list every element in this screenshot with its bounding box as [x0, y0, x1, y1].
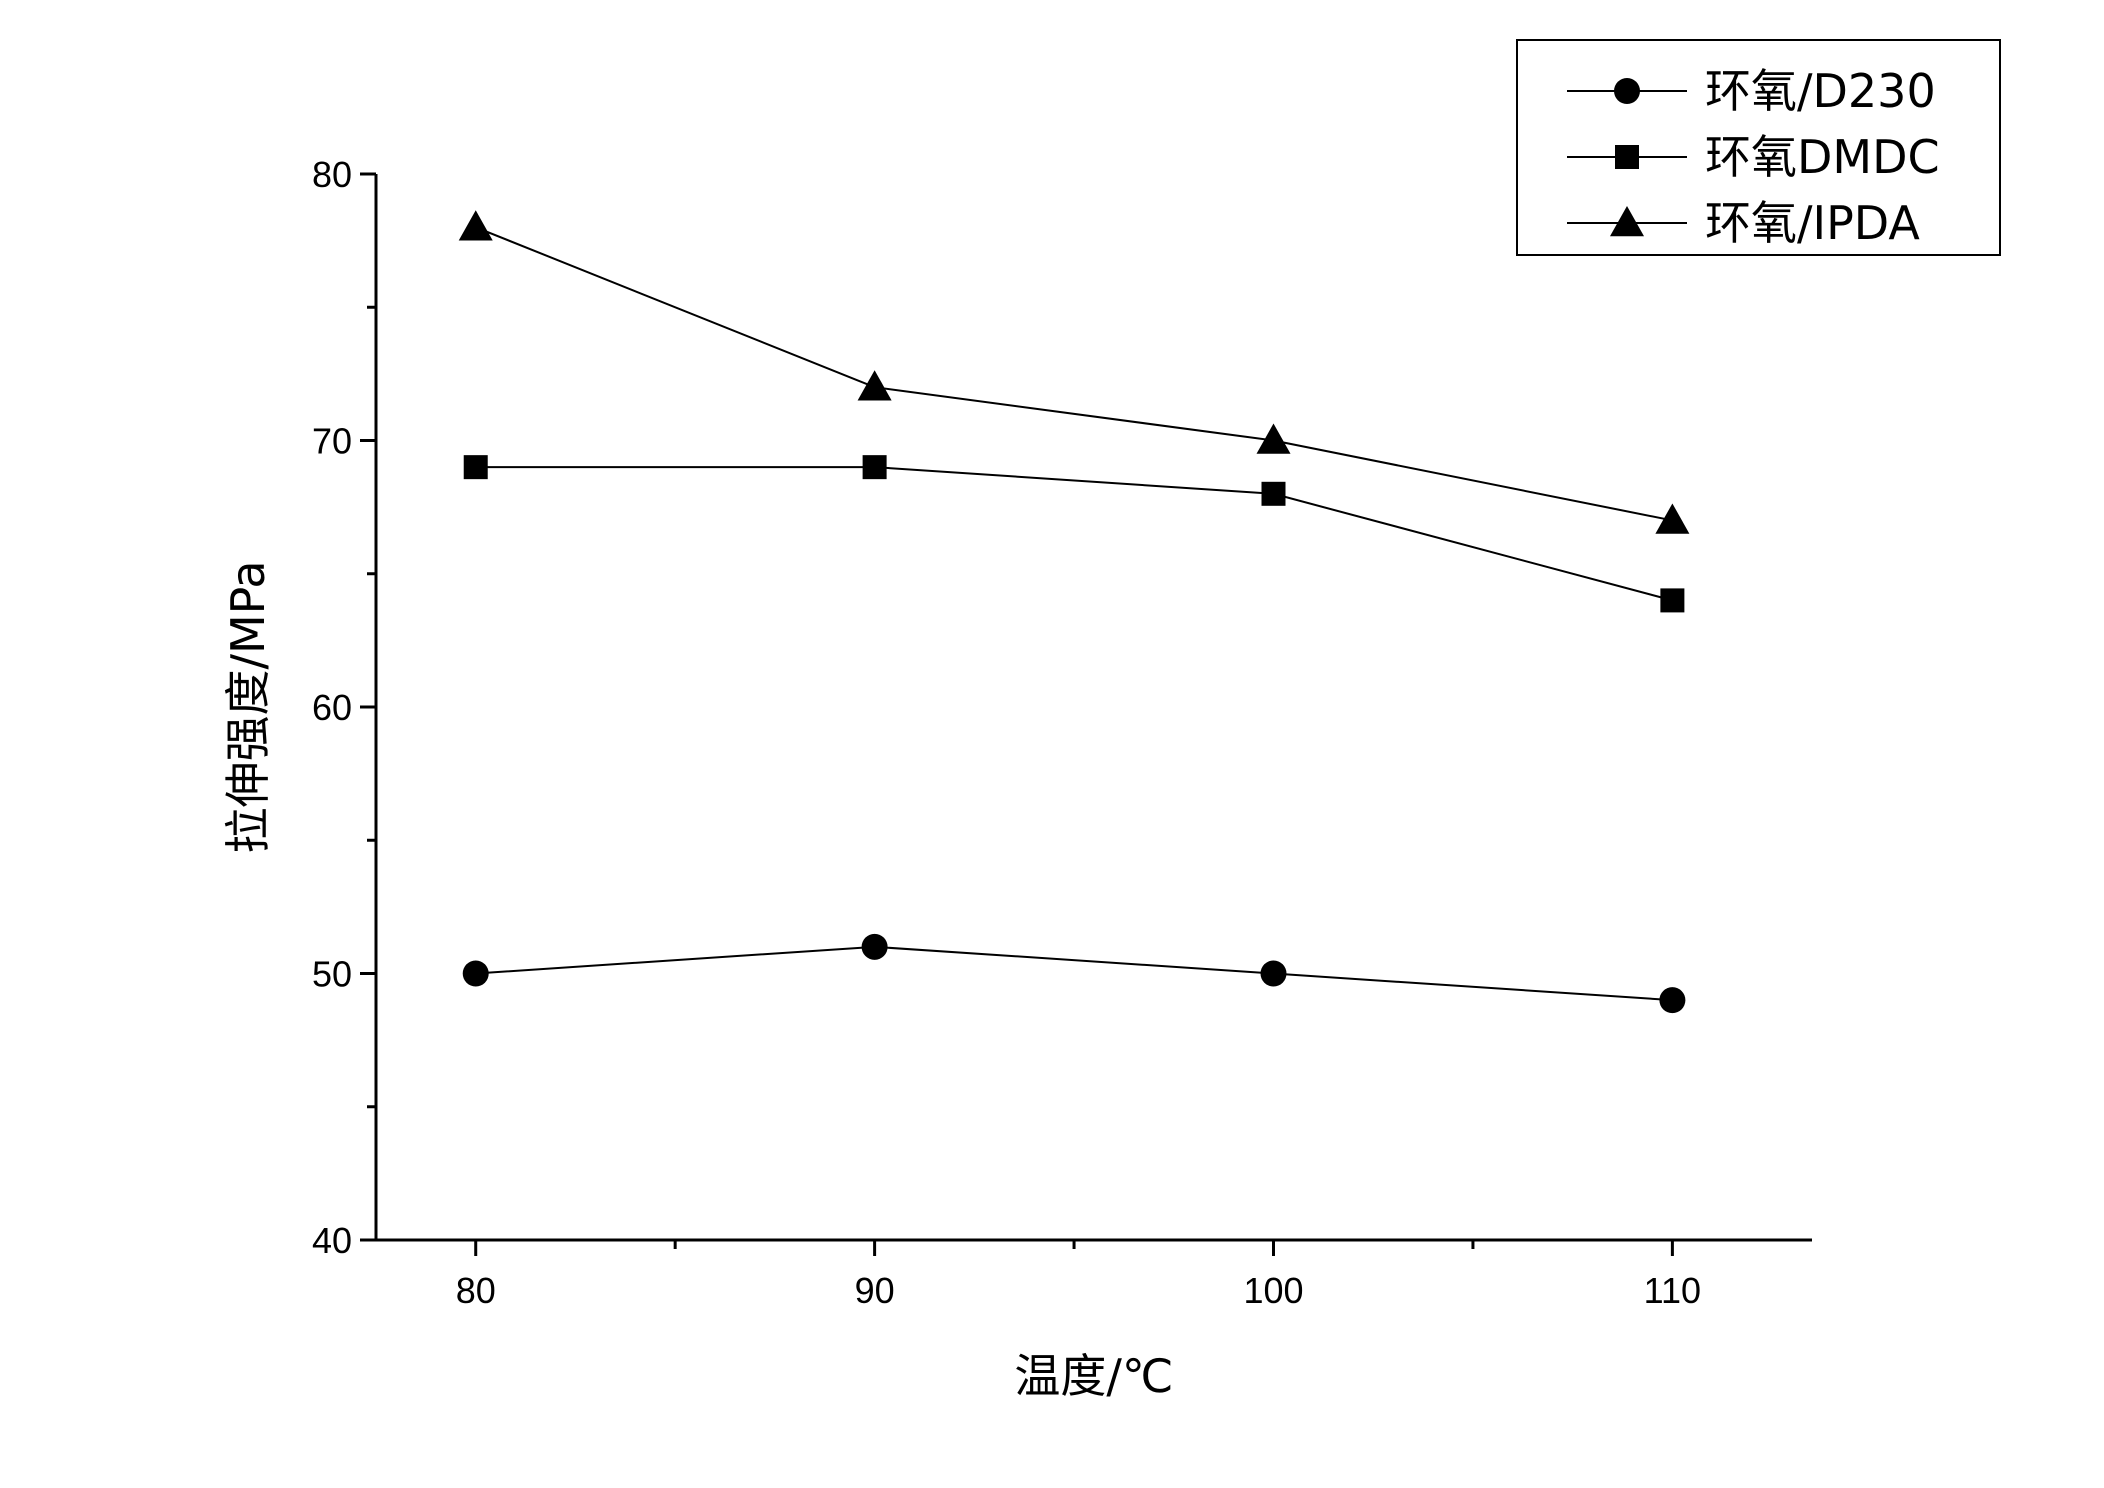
data-point-square: [1261, 481, 1286, 506]
series-line: [475, 945, 1673, 1002]
data-point-circle: [861, 933, 888, 960]
legend-label: 环氧DMDC: [1705, 130, 1940, 184]
data-point-square: [862, 455, 887, 480]
y-tick-label: 40: [312, 1220, 352, 1261]
series-line: [475, 226, 1673, 522]
data-point-circle: [462, 960, 489, 987]
series-layer: [458, 210, 1690, 1014]
legend-marker-circle: [1614, 78, 1640, 104]
y-axis-title: 拉伸强度/MPa: [221, 560, 275, 853]
series-square: [463, 455, 1685, 613]
data-point-circle: [1659, 987, 1686, 1014]
series-triangle: [458, 210, 1690, 534]
legend-label: 环氧/IPDA: [1705, 196, 1920, 250]
legend-box: [1516, 39, 2001, 256]
axes: 40 50 60 70 80 80 90 100 110: [312, 154, 1812, 1311]
data-point-square: [1660, 588, 1685, 613]
legend: 环氧/D230 环氧DMDC 环氧/IPDA: [1516, 39, 2001, 256]
x-tick-label: 80: [456, 1270, 496, 1311]
series-line: [475, 466, 1673, 602]
x-axis-title: 温度/℃: [1014, 1349, 1173, 1403]
legend-label: 环氧/D230: [1705, 64, 1936, 118]
y-tick-label: 60: [312, 687, 352, 728]
y-tick-label: 50: [312, 954, 352, 995]
legend-marker-triangle: [1610, 206, 1644, 237]
x-tick-label: 110: [1644, 1270, 1701, 1311]
data-point-circle: [1260, 960, 1287, 987]
data-point-triangle: [1655, 503, 1690, 534]
x-tick-label: 90: [855, 1270, 895, 1311]
data-point-square: [463, 455, 488, 480]
series-circle: [462, 933, 1686, 1014]
data-point-triangle: [1256, 423, 1291, 454]
data-point-triangle: [857, 370, 892, 401]
x-tick-label: 100: [1243, 1270, 1303, 1311]
data-point-triangle: [458, 210, 493, 241]
legend-marker-square: [1615, 145, 1639, 169]
y-tick-label: 80: [312, 154, 352, 195]
y-tick-label: 70: [312, 421, 352, 462]
